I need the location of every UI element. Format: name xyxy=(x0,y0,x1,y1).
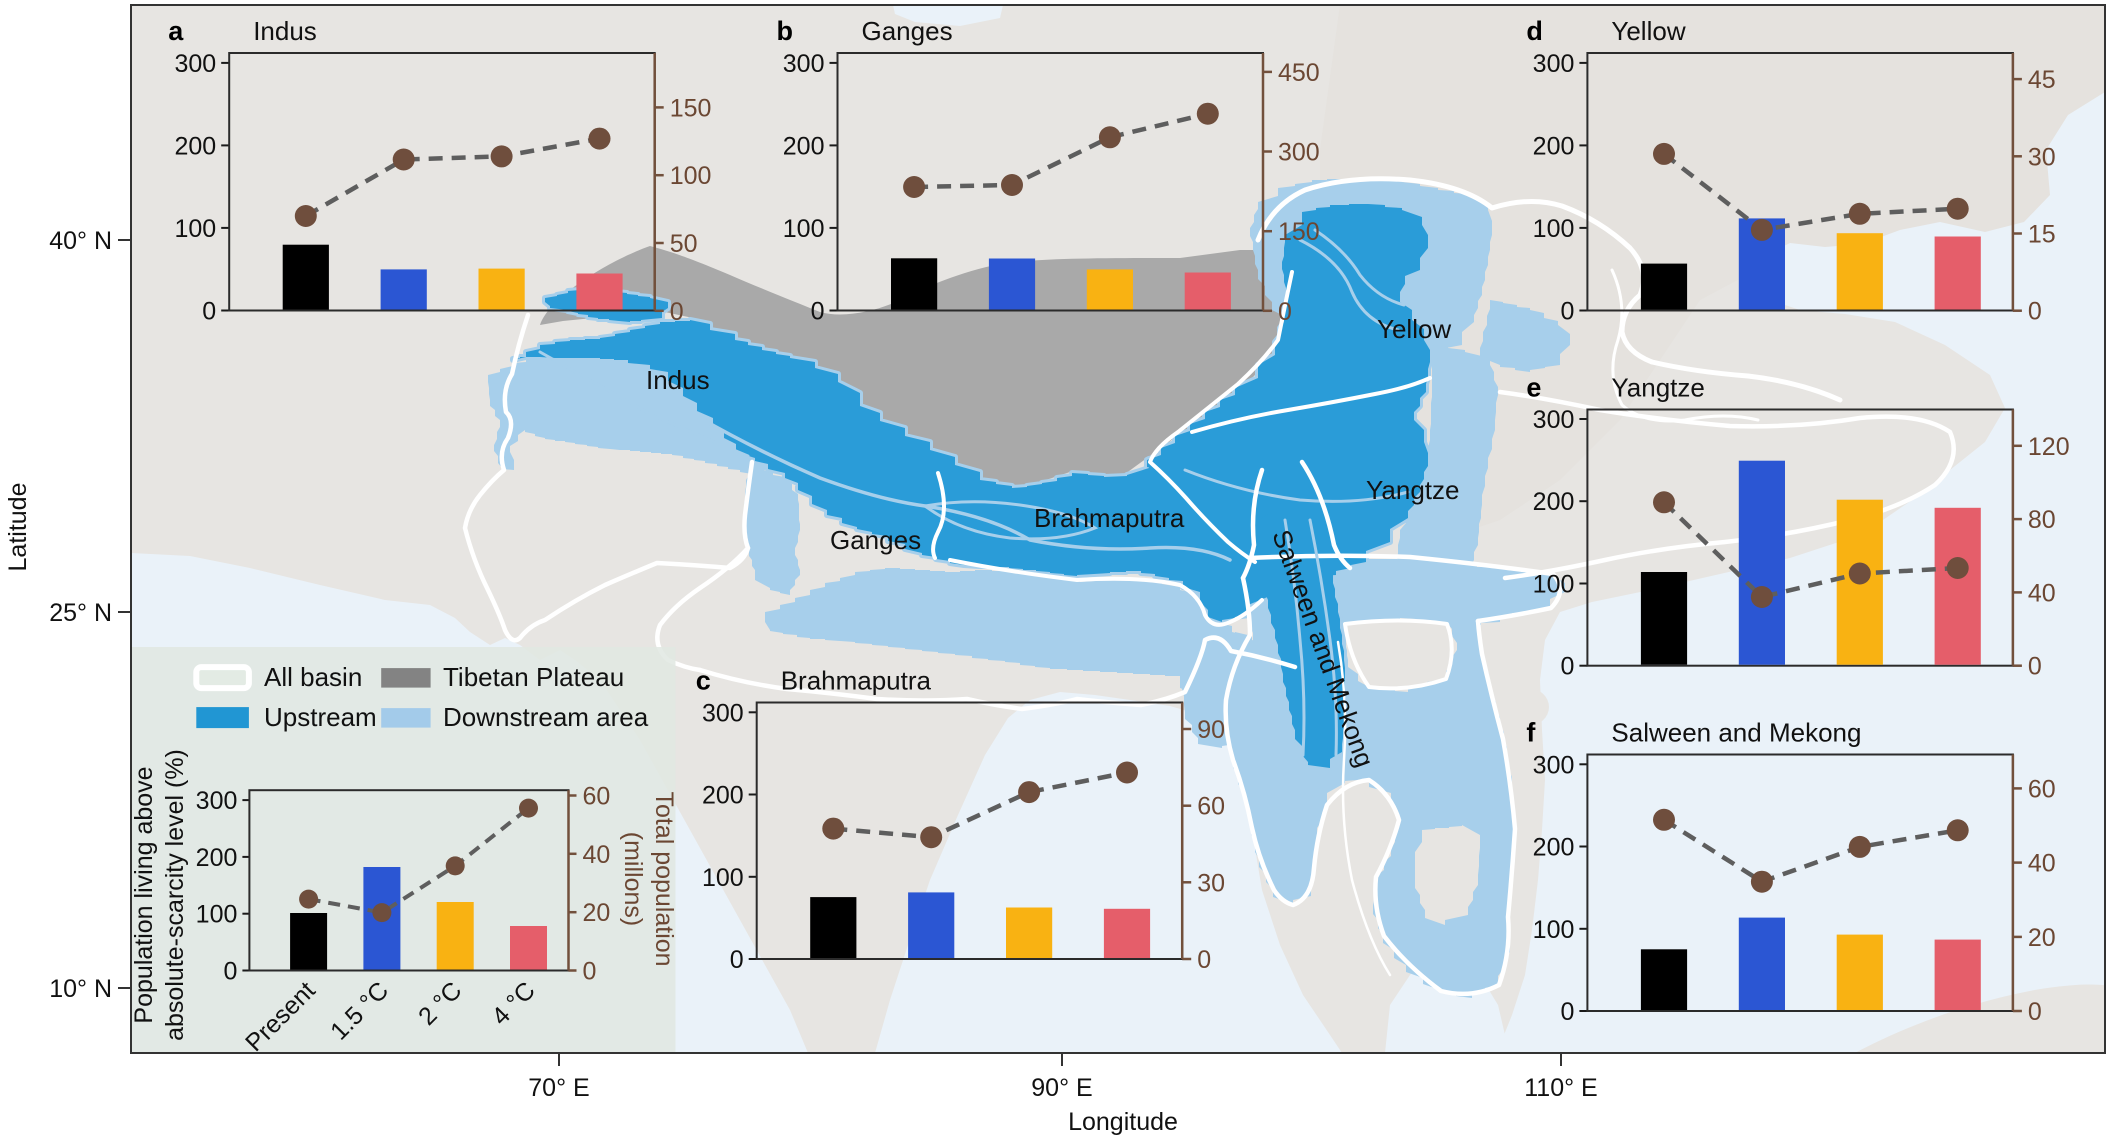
svg-text:90: 90 xyxy=(1197,716,1225,744)
svg-text:450: 450 xyxy=(1278,59,1320,87)
svg-text:b: b xyxy=(777,16,794,46)
svg-text:Upstream: Upstream xyxy=(264,702,377,732)
svg-text:10° N: 10° N xyxy=(49,975,112,1003)
svg-text:c: c xyxy=(696,666,711,696)
svg-text:Longitude: Longitude xyxy=(1068,1108,1178,1136)
svg-text:Yangtze: Yangtze xyxy=(1366,475,1459,505)
svg-text:60: 60 xyxy=(1197,793,1225,821)
svg-text:300: 300 xyxy=(1533,751,1575,779)
svg-text:300: 300 xyxy=(783,50,825,78)
svg-text:300: 300 xyxy=(1278,139,1320,167)
svg-text:Ganges: Ganges xyxy=(830,525,921,555)
svg-text:Yangtze: Yangtze xyxy=(1611,373,1704,403)
svg-text:0: 0 xyxy=(223,958,237,986)
svg-text:0: 0 xyxy=(1560,653,1574,681)
svg-text:Yellow: Yellow xyxy=(1611,16,1685,46)
svg-text:45: 45 xyxy=(2028,66,2056,94)
svg-text:Total population: Total population xyxy=(650,791,678,966)
svg-text:200: 200 xyxy=(1533,834,1575,862)
svg-text:200: 200 xyxy=(702,782,744,810)
svg-text:e: e xyxy=(1526,373,1541,403)
svg-text:a: a xyxy=(168,16,184,46)
svg-text:200: 200 xyxy=(174,132,216,160)
svg-text:d: d xyxy=(1526,16,1543,46)
svg-text:Indus: Indus xyxy=(646,365,710,395)
svg-text:0: 0 xyxy=(202,298,216,326)
svg-text:0: 0 xyxy=(2028,998,2042,1026)
svg-text:Ganges: Ganges xyxy=(862,16,953,46)
svg-text:20: 20 xyxy=(2028,924,2056,952)
svg-text:70° E: 70° E xyxy=(528,1074,589,1102)
svg-text:Downstream area: Downstream area xyxy=(443,702,649,732)
svg-text:60: 60 xyxy=(2028,775,2056,803)
svg-text:30: 30 xyxy=(1197,869,1225,897)
svg-text:0: 0 xyxy=(1278,298,1292,326)
svg-text:f: f xyxy=(1526,718,1536,748)
svg-text:absolute-scarcity level (%): absolute-scarcity level (%) xyxy=(161,749,189,1041)
svg-text:Brahmaputra: Brahmaputra xyxy=(1034,503,1185,533)
svg-text:0: 0 xyxy=(583,958,597,986)
svg-text:100: 100 xyxy=(174,215,216,243)
svg-text:200: 200 xyxy=(783,132,825,160)
svg-text:300: 300 xyxy=(1533,50,1575,78)
svg-text:0: 0 xyxy=(2028,298,2042,326)
svg-text:50: 50 xyxy=(670,230,698,258)
svg-text:90° E: 90° E xyxy=(1031,1074,1092,1102)
svg-text:40: 40 xyxy=(2028,850,2056,878)
svg-text:100: 100 xyxy=(670,162,712,190)
svg-text:Tibetan Plateau: Tibetan Plateau xyxy=(443,662,624,692)
svg-text:200: 200 xyxy=(196,844,238,872)
svg-text:0: 0 xyxy=(1560,998,1574,1026)
svg-text:100: 100 xyxy=(783,215,825,243)
svg-text:40° N: 40° N xyxy=(49,227,112,255)
svg-text:Latitude: Latitude xyxy=(4,483,32,572)
svg-text:300: 300 xyxy=(196,787,238,815)
svg-text:40: 40 xyxy=(2028,579,2056,607)
svg-text:60: 60 xyxy=(583,783,611,811)
svg-text:Salween and Mekong: Salween and Mekong xyxy=(1611,718,1861,748)
svg-text:110° E: 110° E xyxy=(1524,1074,1597,1102)
svg-text:Yellow: Yellow xyxy=(1377,314,1451,344)
svg-text:80: 80 xyxy=(2028,506,2056,534)
svg-text:0: 0 xyxy=(811,298,825,326)
svg-text:100: 100 xyxy=(702,864,744,892)
svg-text:30: 30 xyxy=(2028,143,2056,171)
svg-text:25° N: 25° N xyxy=(49,599,112,627)
svg-text:300: 300 xyxy=(702,699,744,727)
svg-text:100: 100 xyxy=(196,901,238,929)
svg-text:100: 100 xyxy=(1533,215,1575,243)
svg-text:(millons): (millons) xyxy=(619,832,647,926)
svg-text:15: 15 xyxy=(2028,221,2056,249)
svg-text:20: 20 xyxy=(583,899,611,927)
svg-text:150: 150 xyxy=(670,94,712,122)
svg-text:300: 300 xyxy=(1533,406,1575,434)
svg-text:All basin: All basin xyxy=(264,662,362,692)
svg-text:0: 0 xyxy=(730,946,744,974)
svg-text:Indus: Indus xyxy=(253,16,317,46)
svg-text:Brahmaputra: Brahmaputra xyxy=(781,666,932,696)
svg-text:100: 100 xyxy=(1533,571,1575,599)
svg-text:0: 0 xyxy=(1197,946,1211,974)
svg-text:0: 0 xyxy=(2028,653,2042,681)
svg-text:Population living above: Population living above xyxy=(130,766,158,1023)
svg-text:0: 0 xyxy=(1560,298,1574,326)
svg-text:0: 0 xyxy=(670,298,684,326)
svg-text:120: 120 xyxy=(2028,433,2070,461)
svg-text:200: 200 xyxy=(1533,488,1575,516)
svg-text:100: 100 xyxy=(1533,916,1575,944)
svg-text:200: 200 xyxy=(1533,132,1575,160)
svg-text:300: 300 xyxy=(174,50,216,78)
svg-text:40: 40 xyxy=(583,841,611,869)
svg-text:150: 150 xyxy=(1278,218,1320,246)
